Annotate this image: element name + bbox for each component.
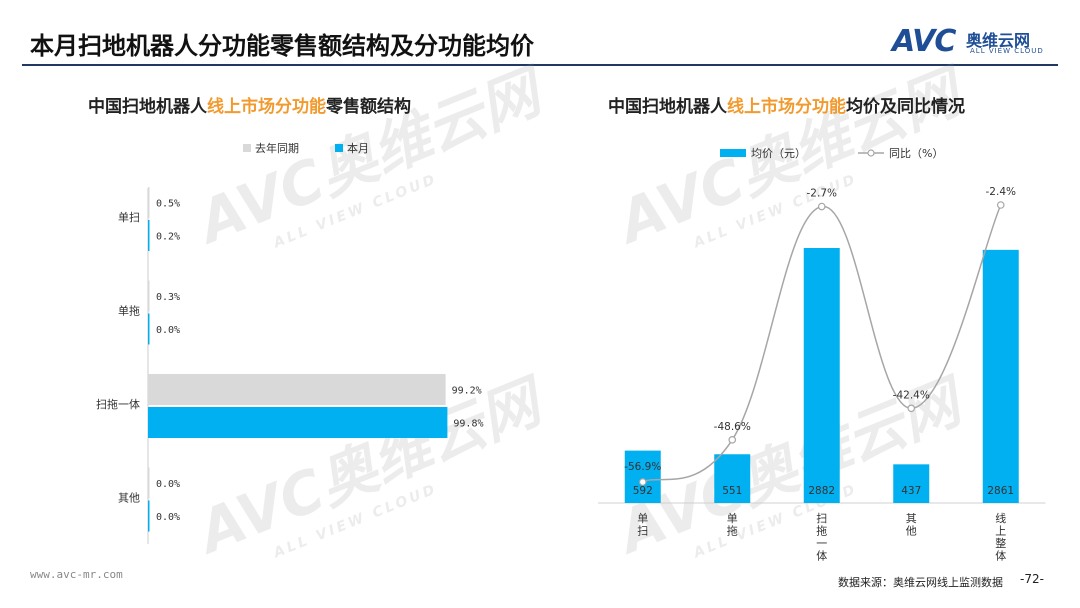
logo-cn-text: 奥维云网 — [966, 31, 1031, 50]
category-label: 线 — [995, 511, 1006, 525]
yoy-data-label: -48.6% — [714, 421, 751, 433]
bar-current — [148, 500, 150, 532]
category-label: 拖 — [816, 524, 827, 538]
legend-swatch-current — [335, 144, 343, 152]
data-label-current: 99.8% — [453, 419, 483, 430]
category-label: 单扫 — [118, 211, 140, 224]
legend-label-last-year: 去年同期 — [255, 141, 299, 155]
bar-avg-price — [803, 248, 840, 503]
category-label: 整 — [995, 536, 1006, 550]
category-label: 扫 — [637, 525, 648, 538]
data-label-current: 0.0% — [156, 325, 180, 336]
bar-avg-price — [714, 454, 751, 503]
yoy-data-label: -42.4% — [893, 389, 930, 401]
yoy-line — [642, 204, 1002, 483]
data-label-current: 0.0% — [156, 512, 180, 523]
yoy-data-label: -2.4% — [986, 186, 1016, 198]
data-source: 数据来源：奥维云网线上监测数据 — [838, 576, 1003, 589]
category-label: 一 — [816, 537, 827, 550]
legend-marker-yoy — [867, 149, 875, 157]
bar-value-label: 2882 — [808, 485, 835, 497]
bar-last-year — [148, 187, 150, 218]
category-label: 扫拖一体 — [96, 397, 140, 411]
legend-swatch-last-year — [243, 144, 251, 152]
yoy-point — [728, 436, 737, 444]
category-label: 体 — [816, 549, 827, 563]
category-label: 体 — [995, 549, 1006, 563]
category-label: 单拖 — [118, 304, 140, 318]
category-label: 扫 — [816, 512, 827, 525]
category-label: 单 — [727, 512, 738, 525]
data-label-last-year: 0.0% — [156, 479, 180, 490]
avc-logo: AVC 奥维云网 ALL VIEW CLOUD — [890, 24, 1060, 60]
yoy-point — [817, 202, 826, 211]
legend-swatch-avg-price — [720, 149, 746, 157]
bar-value-label: 592 — [633, 485, 653, 497]
legend-label-avg-price: 均价（元） — [751, 147, 806, 160]
bar-current — [148, 313, 150, 345]
data-label-last-year: 99.2% — [452, 386, 482, 397]
bar-avg-price — [624, 450, 661, 503]
category-label: 其他 — [118, 492, 140, 505]
footer-url: www.avc-mr.com — [30, 568, 123, 581]
legend-label-current: 本月 — [347, 141, 369, 155]
logo-en-text: ALL VIEW CLOUD — [970, 47, 1044, 55]
bar-value-label: 2861 — [987, 485, 1014, 497]
left-chart-title: 中国扫地机器人线上市场分功能零售额结构 — [88, 97, 411, 117]
right-chart-title: 中国扫地机器人线上市场分功能均价及同比情况 — [608, 97, 965, 117]
bar-value-label: 551 — [722, 485, 742, 497]
yoy-point — [996, 201, 1005, 209]
bar-value-label: 437 — [901, 485, 921, 497]
title-divider — [22, 64, 1058, 66]
bar-current — [148, 407, 448, 438]
bar-avg-price — [982, 249, 1019, 503]
logo-avc-text: AVC — [892, 24, 956, 59]
bar-last-year — [148, 374, 446, 405]
category-label: 上 — [995, 525, 1006, 538]
bar-last-year — [148, 280, 150, 312]
yoy-data-label: -2.7% — [807, 188, 837, 200]
category-label: 拖 — [727, 524, 738, 538]
yoy-point — [907, 404, 916, 413]
bar-current — [148, 220, 150, 251]
bar-last-year — [148, 467, 150, 499]
data-label-last-year: 0.5% — [156, 199, 180, 210]
data-label-current: 0.2% — [156, 232, 180, 243]
legend-label-yoy: 同比（%） — [889, 147, 943, 160]
data-label-last-year: 0.3% — [156, 292, 180, 303]
yoy-data-label: -56.9% — [624, 461, 661, 473]
page-title: 本月扫地机器人分功能零售额结构及分功能均价 — [30, 32, 534, 60]
category-label: 其 — [906, 512, 917, 525]
category-label: 他 — [906, 525, 917, 538]
page-number: -72- — [1020, 572, 1044, 586]
category-label: 单 — [637, 512, 648, 525]
bar-avg-price — [893, 464, 930, 503]
yoy-point — [638, 478, 647, 486]
